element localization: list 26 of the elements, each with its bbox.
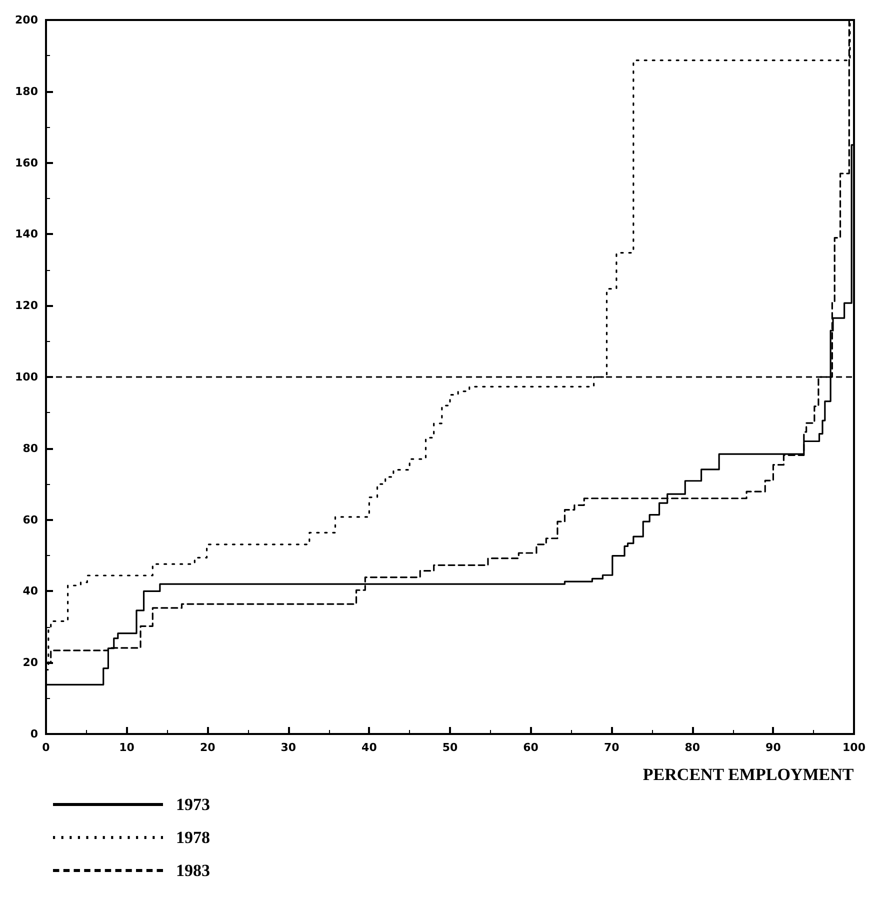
y-tick-label: 160 xyxy=(15,156,38,170)
x-tick-label: 10 xyxy=(119,741,135,754)
legend-label: 1973 xyxy=(176,795,210,814)
y-tick-label: 0 xyxy=(30,728,38,740)
y-tick-label: 80 xyxy=(22,442,38,455)
x-tick-label: 40 xyxy=(362,741,378,754)
y-tick-label: 140 xyxy=(15,228,38,241)
x-tick-label: 90 xyxy=(766,741,782,754)
y-tick-label: 60 xyxy=(22,513,38,526)
x-tick-label: 0 xyxy=(42,741,50,754)
legend-label: 1983 xyxy=(176,861,210,880)
x-tick-label: 60 xyxy=(523,741,539,754)
x-tick-label: 50 xyxy=(442,741,458,754)
y-tick-label: 20 xyxy=(22,656,38,670)
x-tick-label: 100 xyxy=(842,741,866,754)
x-tick-label: 30 xyxy=(280,741,296,754)
x-tick-label: 20 xyxy=(200,741,216,754)
y-tick-label: 180 xyxy=(15,84,38,98)
x-tick-label: 80 xyxy=(684,741,700,754)
legend-label: 1978 xyxy=(176,828,210,847)
y-tick-label: 200 xyxy=(15,14,38,26)
y-tick-label: 40 xyxy=(22,584,38,598)
y-tick-label: 120 xyxy=(15,299,38,312)
y-tick-label: 100 xyxy=(15,370,38,384)
x-tick-label: 70 xyxy=(604,741,620,754)
x-axis-title: PERCENT EMPLOYMENT xyxy=(642,765,854,784)
